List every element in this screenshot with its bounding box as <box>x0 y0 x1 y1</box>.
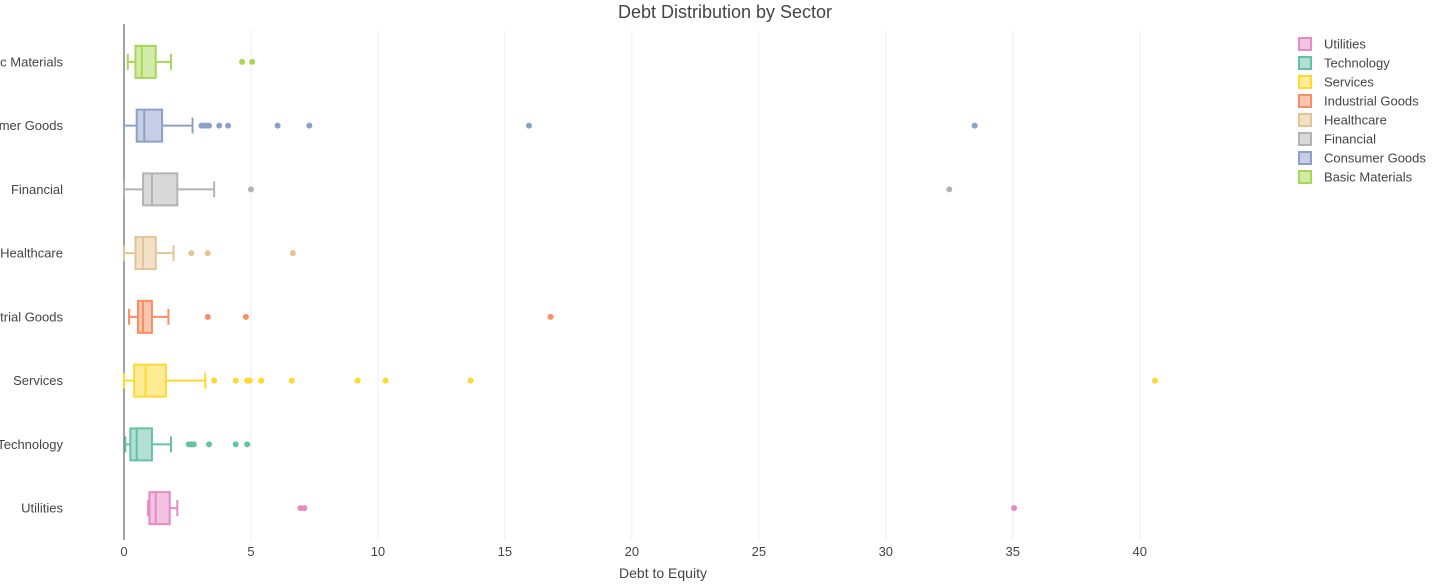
legend-item: Healthcare <box>1298 113 1387 128</box>
box-industrial-goods <box>128 299 554 334</box>
y-axis: Utilities Technology Services Industrial Go… <box>0 54 63 515</box>
iqr-box <box>148 491 171 526</box>
legend-item: Industrial Goods <box>1298 94 1419 109</box>
y-tick-label: Financial <box>11 182 63 197</box>
outlier-point <box>306 122 313 129</box>
legend: Utilities Technology Services Industrial Go… <box>1298 37 1426 185</box>
outlier-point <box>274 122 281 129</box>
legend-item: Consumer Goods <box>1298 151 1426 166</box>
x-tick-label: 5 <box>247 544 254 559</box>
outlier-point <box>216 122 223 129</box>
y-tick-label: Basic Materials <box>0 54 63 69</box>
outlier-point <box>204 250 211 257</box>
box-healthcare <box>123 236 296 271</box>
outlier-point <box>354 377 361 384</box>
x-tick-label: 20 <box>625 544 639 559</box>
box-services <box>123 363 1158 398</box>
box-utilities <box>147 491 1018 526</box>
legend-swatch <box>1298 113 1312 127</box>
x-axis: 0 5 10 15 20 25 30 35 40 <box>120 24 1147 559</box>
legend-label: Financial <box>1324 132 1376 147</box>
outlier-point <box>204 313 211 320</box>
outlier-point <box>258 377 265 384</box>
outlier-point <box>526 122 533 129</box>
legend-item: Basic Materials <box>1298 170 1413 185</box>
iqr-box <box>136 299 153 334</box>
outlier-point <box>190 441 197 448</box>
y-tick-label: Utilities <box>21 501 63 516</box>
legend-label: Basic Materials <box>1324 170 1413 185</box>
outlier-point <box>288 377 295 384</box>
outlier-point <box>1151 377 1158 384</box>
y-tick-label: Consumer Goods <box>0 118 63 133</box>
legend-swatch <box>1298 170 1312 184</box>
iqr-box <box>134 44 157 79</box>
outlier-point <box>946 186 953 193</box>
x-tick-label: 10 <box>371 544 385 559</box>
legend-swatch <box>1298 56 1312 70</box>
outlier-point <box>239 58 246 65</box>
y-tick-label: Services <box>13 373 63 388</box>
outlier-point <box>246 377 253 384</box>
x-tick-label: 35 <box>1006 544 1020 559</box>
iqr-box <box>133 363 167 398</box>
outlier-point <box>206 122 213 129</box>
outlier-point <box>232 441 239 448</box>
outlier-point <box>232 377 239 384</box>
outlier-point <box>242 313 249 320</box>
legend-label: Technology <box>1324 56 1390 71</box>
y-tick-label: Technology <box>0 437 63 452</box>
legend-label: Industrial Goods <box>1324 94 1419 109</box>
iqr-box <box>142 172 179 207</box>
box-basic-materials <box>126 44 256 79</box>
legend-label: Consumer Goods <box>1324 151 1426 166</box>
x-tick-label: 40 <box>1132 544 1146 559</box>
x-tick-label: 0 <box>120 544 127 559</box>
iqr-box <box>129 427 153 462</box>
outlier-point <box>206 441 213 448</box>
outlier-point <box>244 441 251 448</box>
box-consumer-goods <box>123 108 978 143</box>
iqr-box <box>135 108 164 143</box>
y-tick-label: Industrial Goods <box>0 309 63 324</box>
x-tick-label: 30 <box>879 544 893 559</box>
outlier-point <box>547 313 554 320</box>
box-financial <box>123 172 953 207</box>
legend-swatch <box>1298 94 1312 108</box>
legend-swatch <box>1298 75 1312 89</box>
outlier-point <box>301 505 308 512</box>
legend-swatch <box>1298 37 1312 51</box>
y-tick-label: Healthcare <box>0 246 63 261</box>
x-axis-title: Debt to Equity <box>619 565 707 581</box>
outlier-point <box>1011 505 1018 512</box>
outlier-point <box>188 250 195 257</box>
box-plot-area <box>123 44 1158 526</box>
iqr-box <box>134 236 157 271</box>
x-tick-label: 15 <box>498 544 512 559</box>
legend-item: Utilities <box>1298 37 1366 52</box>
outlier-point <box>249 58 256 65</box>
legend-label: Services <box>1324 75 1374 90</box>
legend-label: Utilities <box>1324 37 1366 52</box>
legend-label: Healthcare <box>1324 113 1387 128</box>
outlier-point <box>211 377 218 384</box>
legend-swatch <box>1298 151 1312 165</box>
outlier-point <box>382 377 389 384</box>
x-tick-label: 25 <box>752 544 766 559</box>
outlier-point <box>971 122 978 129</box>
outlier-point <box>467 377 474 384</box>
legend-item: Financial <box>1298 132 1376 147</box>
y-tick-labels: Utilities Technology Services Industrial Go… <box>0 54 63 515</box>
legend-swatch <box>1298 132 1312 146</box>
outlier-point <box>225 122 232 129</box>
box-technology <box>124 427 251 462</box>
gridlines <box>250 30 1141 540</box>
legend-item: Services <box>1298 75 1374 90</box>
outlier-point <box>289 250 296 257</box>
outlier-point <box>247 186 254 193</box>
legend-item: Technology <box>1298 56 1390 71</box>
chart-title: Debt Distribution by Sector <box>618 2 832 22</box>
